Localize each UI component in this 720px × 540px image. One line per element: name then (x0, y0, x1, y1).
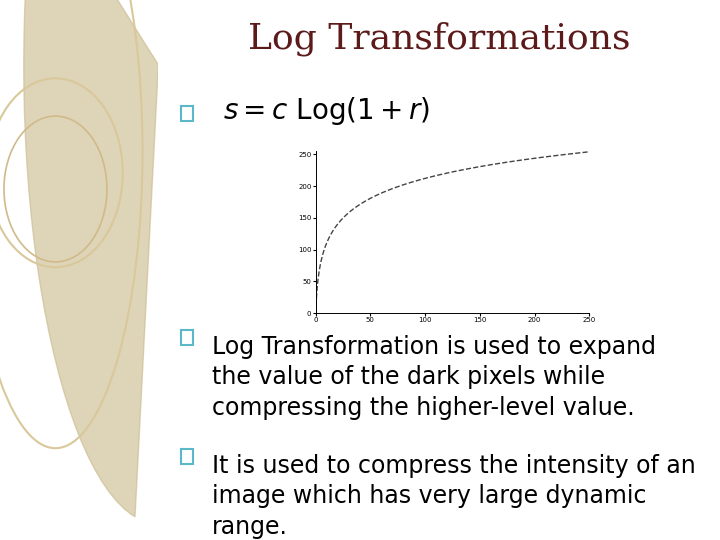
Wedge shape (24, 0, 158, 517)
Text: Log Transformation is used to expand
the value of the dark pixels while
compress: Log Transformation is used to expand the… (212, 335, 656, 420)
Text: Log Transformations: Log Transformations (248, 22, 631, 56)
Text: $s = c\ \mathrm{Log}(1+r)$: $s = c\ \mathrm{Log}(1+r)$ (223, 94, 431, 127)
Text: It is used to compress the intensity of an
image which has very large dynamic
ra: It is used to compress the intensity of … (212, 454, 696, 539)
